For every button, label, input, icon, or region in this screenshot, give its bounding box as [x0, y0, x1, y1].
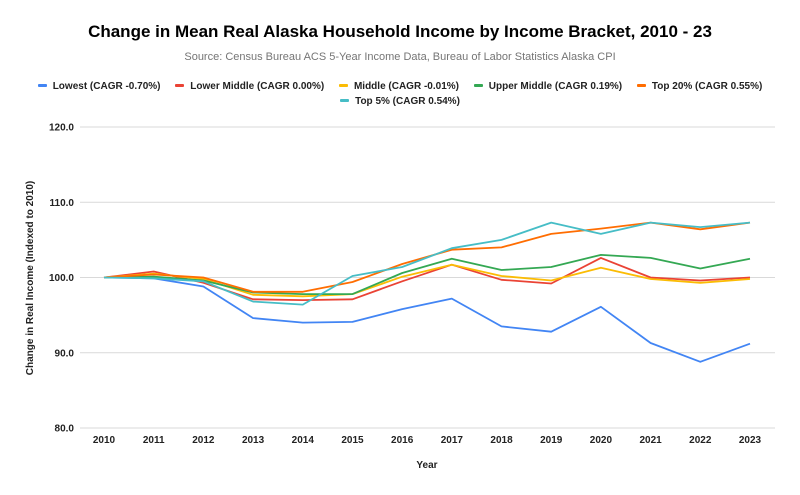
y-tick-label: 100.0 [49, 273, 74, 284]
y-tick-label: 90.0 [55, 348, 75, 359]
legend-label: Top 5% (CAGR 0.54%) [355, 96, 460, 107]
y-tick-label: 110.0 [50, 198, 75, 209]
legend-item-lower-middle[interactable]: Lower Middle (CAGR 0.00%) [175, 79, 324, 94]
legend-swatch [338, 83, 348, 87]
x-tick-label: 2019 [540, 435, 563, 446]
y-axis-label: Change in Real Income (Indexed to 2010) [25, 181, 36, 376]
series-line-0 [103, 276, 751, 363]
x-tick-label: 2021 [639, 435, 662, 446]
legend-swatch [340, 98, 350, 102]
chart-title: Change in Mean Real Alaska Household Inc… [88, 22, 712, 41]
legend-swatch [175, 83, 185, 87]
x-tick-label: 2013 [242, 435, 265, 446]
legend-label: Lower Middle (CAGR 0.00%) [190, 81, 325, 92]
legend-swatch [473, 83, 483, 87]
x-tick-label: 2018 [490, 435, 513, 446]
x-tick-label: 2012 [192, 435, 215, 446]
legend-label: Top 20% (CAGR 0.55%) [651, 81, 763, 92]
series-lines [103, 221, 751, 363]
chart-subtitle: Source: Census Bureau ACS 5-Year Income … [184, 51, 616, 63]
legend-swatch [636, 83, 646, 87]
x-tick-label: 2017 [441, 435, 464, 446]
y-axis-ticks: 80.0 90.0 100.0 110.0 120.0 [49, 123, 74, 435]
legend-label: Lowest (CAGR -0.70%) [52, 81, 161, 92]
x-tick-label: 2016 [391, 435, 414, 446]
y-tick-label: 80.0 [55, 424, 75, 435]
legend-item-top-5[interactable]: Top 5% (CAGR 0.54%) [340, 94, 460, 109]
legend-item-upper-middle[interactable]: Upper Middle (CAGR 0.19%) [473, 79, 623, 94]
series-line-5 [103, 221, 751, 306]
legend-item-middle[interactable]: Middle (CAGR -0.01%) [338, 79, 459, 94]
y-tick-label: 120.0 [49, 123, 74, 134]
x-tick-label: 2023 [739, 435, 762, 446]
x-tick-label: 2015 [341, 435, 364, 446]
x-axis-label: Year [416, 460, 437, 471]
legend-item-top-20[interactable]: Top 20% (CAGR 0.55%) [636, 79, 763, 94]
x-tick-label: 2011 [143, 435, 165, 446]
legend-swatch [37, 83, 47, 87]
legend: Lowest (CAGR -0.70%) Lower Middle (CAGR … [20, 79, 780, 109]
legend-label: Middle (CAGR -0.01%) [353, 81, 459, 92]
legend-label: Upper Middle (CAGR 0.19%) [488, 81, 623, 92]
x-tick-label: 2022 [689, 435, 712, 446]
legend-item-lowest[interactable]: Lowest (CAGR -0.70%) [37, 79, 161, 94]
x-tick-label: 2014 [292, 435, 315, 446]
series-line-3 [103, 253, 751, 296]
x-tick-label: 2010 [93, 435, 116, 446]
x-tick-label: 2020 [590, 435, 613, 446]
x-axis-ticks: 2010 2011 2012 2013 2014 2015 2016 2017 2018 2019… [93, 435, 762, 446]
